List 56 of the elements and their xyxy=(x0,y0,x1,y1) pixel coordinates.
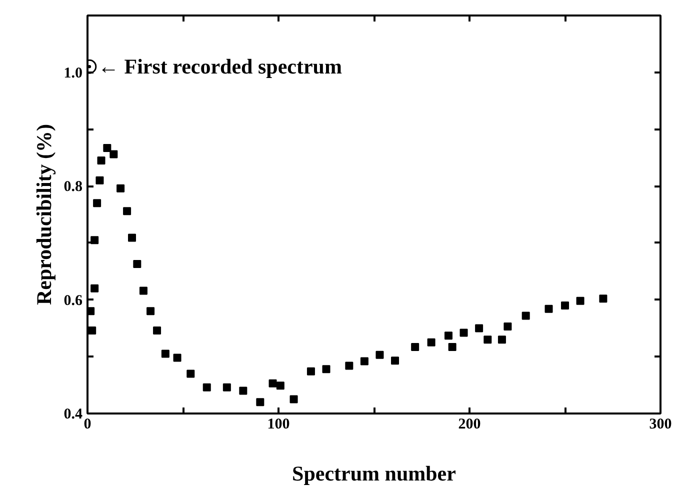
point xyxy=(93,199,102,208)
point xyxy=(360,357,368,366)
point xyxy=(561,301,569,310)
point xyxy=(411,342,420,351)
point xyxy=(444,332,452,340)
point xyxy=(256,398,264,406)
point xyxy=(322,365,330,374)
point xyxy=(239,386,248,395)
point xyxy=(173,354,182,362)
y-tick-label: 0.6 xyxy=(64,292,83,309)
point xyxy=(475,324,484,332)
x-tick-label: 200 xyxy=(458,416,481,432)
point xyxy=(427,338,436,346)
point xyxy=(460,328,468,337)
point xyxy=(90,284,99,292)
x-tick-label: 300 xyxy=(649,416,672,432)
point xyxy=(139,286,148,295)
point xyxy=(103,144,112,152)
point xyxy=(268,379,277,388)
point xyxy=(186,370,195,378)
point xyxy=(133,260,142,268)
point xyxy=(128,234,136,242)
annotation: ← First recorded spectrum xyxy=(98,54,342,79)
x-tick-label: 0 xyxy=(84,416,92,432)
point xyxy=(290,395,298,404)
point xyxy=(576,296,584,305)
point xyxy=(146,307,155,316)
point xyxy=(391,356,400,365)
point xyxy=(202,383,211,392)
point xyxy=(448,342,456,351)
point xyxy=(498,336,506,344)
y-tick-label: 1.0 xyxy=(64,65,82,82)
point xyxy=(116,184,125,192)
point xyxy=(484,336,492,344)
y-tick-label: 0.8 xyxy=(64,179,82,196)
point xyxy=(123,207,132,216)
point xyxy=(88,326,96,334)
y-tick-label: 0.4 xyxy=(64,406,83,422)
point xyxy=(97,156,106,164)
point xyxy=(161,350,170,358)
x-tick-label: 100 xyxy=(267,416,290,432)
point xyxy=(599,294,608,303)
x-axis-title: Spectrum number xyxy=(292,462,456,486)
point xyxy=(376,350,384,359)
point xyxy=(345,362,354,370)
point xyxy=(504,322,512,331)
y-axis-title: Reproducibility (%) xyxy=(32,124,56,306)
point xyxy=(544,304,553,313)
point xyxy=(276,382,284,390)
point xyxy=(222,383,231,392)
point xyxy=(96,176,104,184)
point xyxy=(522,312,530,320)
point xyxy=(90,236,99,244)
point xyxy=(110,150,118,158)
point xyxy=(306,367,315,376)
point xyxy=(153,326,162,334)
